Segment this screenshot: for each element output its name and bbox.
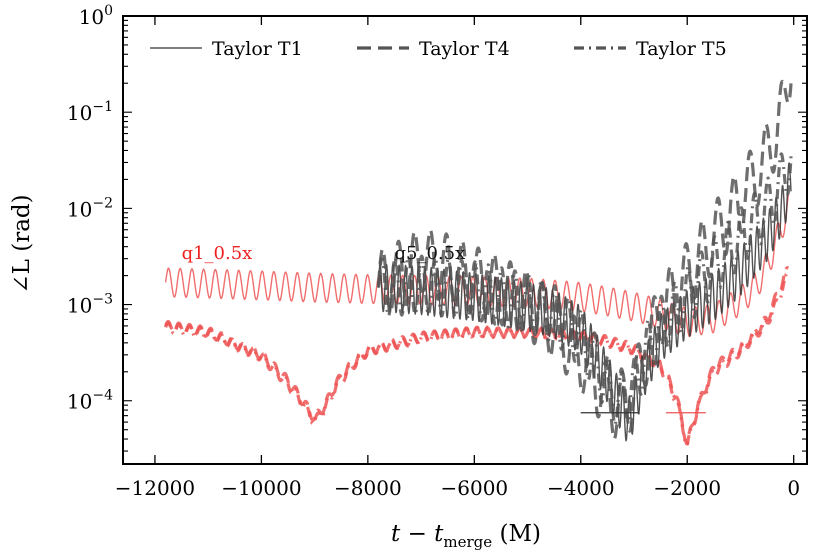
annotation-1: q5_0.5x — [395, 243, 466, 264]
y-tick-label-3: 10−1 — [67, 99, 113, 125]
y-axis-label: ∠L (rad) — [9, 194, 35, 293]
y-tick-label-0: 10−4 — [67, 388, 113, 414]
y-tick-label-exponent: −4 — [92, 388, 113, 404]
y-tick-label-2: 10−2 — [67, 195, 113, 221]
y-tick-label-base: 10 — [67, 197, 92, 221]
annotations-group: q1_0.5x q5_0.5x — [182, 243, 466, 264]
series-line-5 — [376, 152, 793, 427]
y-tick-label-1: 10−3 — [67, 292, 113, 318]
y-tick-label-4: 100 — [79, 3, 113, 29]
y-tick-label-base: 10 — [79, 5, 104, 29]
y-tick-label-base: 10 — [67, 390, 92, 414]
series-line-4 — [376, 79, 793, 441]
y-tick-label-base: 10 — [67, 294, 92, 318]
x-tick-label-2: −8000 — [334, 476, 402, 500]
plot-frame — [122, 15, 808, 465]
x-axis-label: t − tmerge (M) — [391, 521, 541, 551]
x-tick-label-1: −10000 — [221, 476, 301, 500]
x-axis-label-main: t − t — [391, 521, 444, 547]
x-tick-label-0: −12000 — [115, 476, 195, 500]
y-tick-label-base: 10 — [67, 101, 92, 125]
legend-label-1: Taylor T4 — [419, 38, 510, 60]
x-tick-label-4: −4000 — [547, 476, 615, 500]
x-tick-label-6: 0 — [787, 476, 800, 500]
y-tick-label-exponent: −3 — [92, 292, 113, 308]
annotation-0: q1_0.5x — [182, 243, 253, 264]
legend-label-2: Taylor T5 — [636, 38, 727, 60]
legend: Taylor T1 Taylor T4 Taylor T5 — [150, 38, 727, 60]
x-axis-label-sub: merge — [443, 533, 492, 551]
series-line-2 — [164, 271, 790, 447]
y-tick-label-exponent: −2 — [92, 195, 113, 211]
axes-group: −12000 −10000 −8000 −6000 −4000 −2000 010−410−… — [67, 3, 808, 500]
series-line-3 — [377, 162, 792, 442]
y-tick-label-exponent: −1 — [92, 99, 113, 115]
y-tick-label-exponent: 0 — [104, 3, 113, 19]
x-axis-label-unit: (M) — [492, 521, 541, 547]
x-tick-label-5: −2000 — [653, 476, 721, 500]
series-group — [164, 79, 793, 447]
legend-label-0: Taylor T1 — [212, 38, 303, 60]
x-tick-label-3: −6000 — [440, 476, 508, 500]
